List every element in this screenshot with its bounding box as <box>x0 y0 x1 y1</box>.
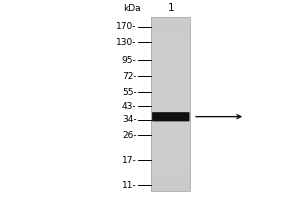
Bar <box>152 63 190 65</box>
Bar <box>152 33 190 35</box>
Bar <box>152 76 190 78</box>
Bar <box>152 54 190 56</box>
Text: 170-: 170- <box>116 22 136 31</box>
Bar <box>152 128 190 130</box>
Text: 55-: 55- <box>122 88 136 97</box>
Bar <box>152 115 190 117</box>
Bar <box>152 72 190 74</box>
Bar <box>152 22 190 24</box>
Bar <box>152 189 190 191</box>
Bar <box>152 132 190 134</box>
Bar <box>152 119 190 121</box>
Bar <box>152 78 190 80</box>
Bar <box>152 52 190 54</box>
Bar <box>152 74 190 76</box>
Bar <box>152 56 190 59</box>
Bar <box>152 182 190 184</box>
Bar <box>152 165 190 167</box>
Bar <box>152 134 190 137</box>
Bar <box>152 102 190 104</box>
Bar <box>152 80 190 82</box>
Bar <box>152 141 190 143</box>
Bar <box>152 46 190 48</box>
Bar <box>152 126 190 128</box>
Bar <box>152 186 190 189</box>
Bar <box>152 160 190 163</box>
Bar <box>152 145 190 147</box>
Bar <box>152 69 190 72</box>
Bar <box>152 169 190 171</box>
Text: 26-: 26- <box>122 131 136 140</box>
Bar <box>152 20 190 22</box>
Bar <box>152 173 190 176</box>
Bar <box>152 67 190 69</box>
Bar <box>152 91 190 93</box>
Bar <box>152 87 190 89</box>
Text: 95-: 95- <box>122 56 136 65</box>
Bar <box>152 139 190 141</box>
Bar <box>152 124 190 126</box>
Bar <box>152 17 190 20</box>
Text: kDa: kDa <box>124 4 141 13</box>
Bar <box>152 154 190 156</box>
Bar <box>152 152 190 154</box>
Bar <box>152 98 190 100</box>
Bar <box>152 104 190 106</box>
Bar <box>152 111 190 113</box>
Bar <box>152 106 190 108</box>
Bar <box>152 147 190 150</box>
Bar <box>152 167 190 169</box>
Bar <box>152 137 190 139</box>
Bar <box>152 113 190 115</box>
Bar <box>152 35 190 37</box>
Bar <box>152 50 190 52</box>
Bar <box>152 143 190 145</box>
Bar <box>152 158 190 160</box>
Bar <box>152 100 190 102</box>
Text: 130-: 130- <box>116 38 136 47</box>
Bar <box>152 85 190 87</box>
Bar <box>152 41 190 43</box>
Bar <box>152 176 190 178</box>
Text: 11-: 11- <box>122 181 136 190</box>
FancyBboxPatch shape <box>152 112 190 121</box>
Bar <box>152 93 190 95</box>
Bar <box>152 130 190 132</box>
Bar <box>152 37 190 39</box>
Bar <box>152 65 190 67</box>
Bar <box>152 184 190 186</box>
Bar <box>152 163 190 165</box>
Bar <box>152 26 190 28</box>
Bar <box>152 82 190 85</box>
Bar <box>152 156 190 158</box>
Bar <box>152 24 190 26</box>
Text: 17-: 17- <box>122 156 136 165</box>
Bar <box>152 117 190 119</box>
Text: 34-: 34- <box>122 115 136 124</box>
Bar <box>152 95 190 98</box>
Bar <box>152 48 190 50</box>
Text: 1: 1 <box>167 3 174 13</box>
Bar <box>152 180 190 182</box>
Text: 43-: 43- <box>122 102 136 111</box>
Bar <box>152 17 190 191</box>
Bar <box>152 59 190 61</box>
Text: 72-: 72- <box>122 72 136 81</box>
Bar <box>152 121 190 124</box>
Bar <box>152 89 190 91</box>
Bar <box>152 61 190 63</box>
Bar <box>152 150 190 152</box>
Bar <box>152 28 190 30</box>
Bar <box>152 108 190 111</box>
Bar <box>152 178 190 180</box>
Bar <box>152 39 190 41</box>
Bar <box>152 171 190 173</box>
Bar <box>152 30 190 33</box>
Bar <box>152 43 190 46</box>
